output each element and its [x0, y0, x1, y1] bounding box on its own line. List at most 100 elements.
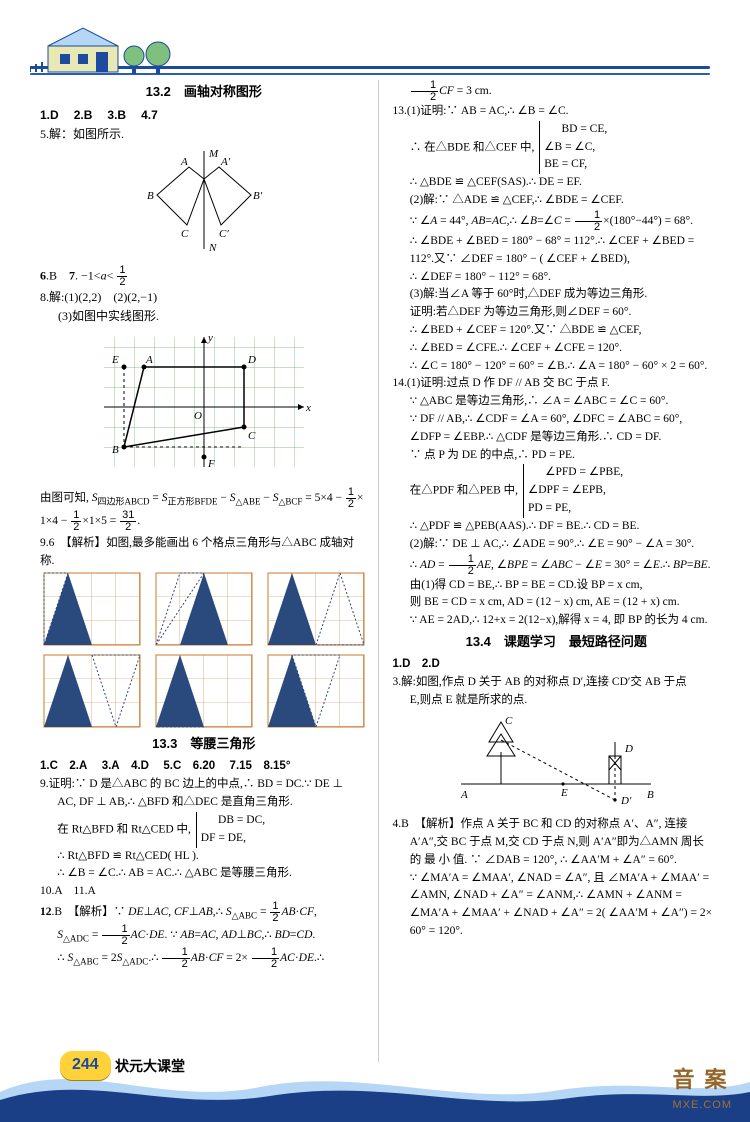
q14-sys: 在△PDF 和△PEB 中, ∠PFD = ∠PBE, ∠DPF = ∠EPB,… [393, 464, 721, 517]
footer-title: 状元大课堂 [115, 1056, 185, 1078]
q9-l4: ∴ Rt△BFD ≌ Rt△CED( HL ). [40, 848, 368, 866]
q13-l8: 证明:若△DEF 为等边三角形,则∠DEF = 60°. [393, 304, 721, 322]
svg-text:A A′ B B′ C C′: A A′ B B′ C C′ [43, 731, 91, 732]
q14-l1: ∵ △ABC 是等边三角形,∴ ∠A = ∠ABC = ∠C = 60°. [393, 393, 721, 411]
svg-text:N: N [208, 242, 217, 254]
svg-text:D′: D′ [620, 795, 632, 807]
q14-l5: ∴ △PDF ≌ △PEB(AAS).∴ DF = BE.∴ CD = BE. [393, 518, 721, 536]
q4-l6: ∠MA′A + ∠MAA′ + ∠NAD + ∠A″ = 2( ∠AA′M + … [393, 905, 721, 923]
q9-l2: AC, DF ⊥ AB,∴ △BFD 和△DEC 是直角三角形. [40, 794, 368, 812]
q14-l4: ∵ 点 P 为 DE 的中点,∴ PD = PE. [393, 447, 721, 465]
content-frame: 13.2 画轴对称图形 1.D 2.B 3.B 4.7 5.解：如图所示. M … [40, 80, 720, 1062]
q12-l2: S△ADC = 12AC·DE. ∵ AB=AC, AD⊥BC,∴ BD=CD. [40, 924, 368, 947]
q13-sys: ∴ 在△BDE 和△CEF 中, BD = CE, ∠B = ∠C, BE = … [393, 121, 721, 174]
header-decoration [30, 18, 710, 86]
q4-l1: 4.B 【解析】作点 A 关于 BC 和 CD 的对称点 A′、A″, 连接 [393, 816, 721, 834]
q8-text1: 由图可知, S四边形ABCD = S正方形BFDE − S△ABE − S△BC… [40, 487, 368, 510]
right-column: 12CF = 3 cm. 13.(1)证明:∵ AB = AC,∴ ∠B = ∠… [393, 80, 721, 1062]
svg-text:B: B [112, 444, 119, 456]
q14-l3: ∠DFP = ∠EBP.∴ △CDF 是等边三角形.∴ CD = DF. [393, 429, 721, 447]
six-triangle-grids: A(C′) B(B′) A′ C (B′)A A′(C) B C′ A A′ B… [40, 572, 368, 732]
tree-icon [487, 722, 515, 784]
svg-text:C: C [181, 228, 189, 240]
svg-text:E: E [111, 354, 119, 366]
svg-text:E: E [560, 787, 568, 799]
q13-l1: ∴ △BDE ≌ △CEF(SAS).∴ DE = EF. [393, 174, 721, 192]
q13-l0: 13.(1)证明:∵ AB = AC,∴ ∠B = ∠C. [393, 103, 721, 121]
svg-text:C: C [248, 430, 256, 442]
svg-text:B′: B′ [253, 190, 263, 202]
svg-text:A: A [180, 156, 188, 168]
q5-label: 5.解：如图所示. [40, 125, 368, 144]
ans: 3.B [107, 108, 126, 122]
q3-l1: 3.解:如图,作点 D 关于 AB 的对称点 D′,连接 CD′交 AB 于点 [393, 674, 721, 692]
svg-text:D: D [624, 743, 633, 755]
q14-l7: ∴ AD = 12AE, ∠BPE = ∠ABC − ∠E = 30° = ∠E… [393, 554, 721, 577]
svg-text:A A′ B(C′) B′ C: A A′ B(C′) B′ C [267, 649, 318, 650]
q4-l4: ∵ ∠MA′A = ∠MAA′, ∠NAD = ∠A″, 且 ∠MA′A + ∠… [393, 870, 721, 888]
house-trees-icon [30, 18, 250, 80]
q9-l3: 在 Rt△BFD 和 Rt△CED 中, DB = DC, DF = DE, [40, 812, 368, 848]
svg-text:O: O [194, 410, 202, 422]
answers-13-3: 1.C 2.A 3.A 4.D 5.C 6.20 7.15 8.15° [40, 758, 368, 776]
q12-l3: ∴ S△ABC = 2S△ADC.∴ 12AB·CF = 2× 12AC·DE.… [40, 947, 368, 970]
q14-l9: 则 BE = CD = x cm, AD = (12 − x) cm, AE =… [393, 594, 721, 612]
svg-text:C′: C′ [219, 228, 229, 240]
section-title-13-4: 13.4 课题学习 最短路径问题 [393, 632, 721, 652]
figure-q8: x y O A D C B E F [40, 327, 368, 483]
q12-l1: 12.B 【解析】∵ DE⊥AC, CF⊥AB,∴ S△ABC = 12AB·C… [40, 901, 368, 924]
q13-l5: 112°.又∵ ∠DEF = 180° − ( ∠CEF + ∠BED), [393, 251, 721, 269]
svg-text:y: y [207, 332, 213, 344]
svg-text:A: A [145, 354, 153, 366]
q3-l2: E,则点 E 就是所求的点. [393, 692, 721, 710]
q14-l10: ∵ AE = 2AD,∴ 12+x = 2(12−x),解得 x = 4, 即 … [393, 612, 721, 630]
svg-text:D: D [247, 354, 256, 366]
q8-b: (3)如图中实线图形. [40, 307, 368, 326]
q10-11: 10.A 11.A [40, 883, 368, 901]
svg-text:F: F [207, 458, 215, 470]
q13-l9: ∴ ∠BED + ∠CEF = 120°.又∵ △BDE ≌ △CEF, [393, 322, 721, 340]
q13-l4: ∴ ∠BDE + ∠BED = 180° − 68° = 112°.∴ ∠CEF… [393, 233, 721, 251]
q13-l2: (2)解:∵ △ADE ≌ △CEF,∴ ∠BDE = ∠CEF. [393, 192, 721, 210]
section-title-13-2: 13.2 画轴对称图形 [40, 82, 368, 102]
svg-text:A′: A′ [220, 156, 231, 168]
q13-l10: ∴ ∠BED = ∠CFE.∴ ∠CEF + ∠CFE = 120°. [393, 340, 721, 358]
svg-text:B: B [147, 190, 154, 202]
watermark: 音 案 MXE.COM [672, 1063, 732, 1114]
q4-l7: 60° = 120°. [393, 923, 721, 941]
q13-l3: ∵ ∠A = 44°, AB=AC,∴ ∠B=∠C = 12×(180°−44°… [393, 210, 721, 233]
q13-l7: (3)解:当∠A 等于 60°时,△DEF 成为等边三角形. [393, 286, 721, 304]
q8-a: 8.解:(1)(2,2) (2)(2,−1) [40, 288, 368, 307]
q14-l6: (2)解:∵ DE ⊥ AC,∴ ∠ADE = 90°.∴ ∠E = 90° −… [393, 536, 721, 554]
figure-13-4-q3: A B C D D′ E [393, 712, 721, 813]
ans: 1.D [40, 108, 59, 122]
q9-l5: ∴ ∠B = ∠C.∴ AB = AC.∴ △ABC 是等腰三角形. [40, 865, 368, 883]
answers-13-2: 1.D 2.B 3.B 4.7 [40, 106, 368, 125]
svg-text:A A′ B B(C′) C: A A′ B B(C′) C [267, 731, 316, 732]
q9-l1: 9.证明:∵ D 是△ABC 的 BC 边上的中点,∴ BD = DC.∵ DE… [40, 776, 368, 794]
q6-7: 6.B 7. −1<a< 12 [40, 265, 368, 288]
svg-text:B: B [647, 789, 654, 801]
figure-q5: M N A B C A′ B′ C′ [40, 145, 368, 261]
q13-l11: ∴ ∠C = 180° − 120° = 60° = ∠B.∴ ∠A = 180… [393, 358, 721, 376]
q14-l2: ∵ DF // AB,∴ ∠CDF = ∠A = 60°, ∠DFC = ∠AB… [393, 411, 721, 429]
r-top: 12CF = 3 cm. [393, 80, 721, 103]
svg-text:C: C [505, 715, 513, 727]
svg-text:A: A [460, 789, 468, 801]
q4-l3: 的 最 小 值. ∵ ∠DAB = 120°, ∴ ∠AA′M + ∠A″ = … [393, 852, 721, 870]
q14-l0: 14.(1)证明:过点 D 作 DF // AB 交 BC 于点 F. [393, 375, 721, 393]
section-title-13-3: 13.3 等腰三角形 [40, 734, 368, 754]
left-column: 13.2 画轴对称图形 1.D 2.B 3.B 4.7 5.解：如图所示. M … [40, 80, 379, 1062]
ans: 4.7 [141, 108, 158, 122]
svg-text:A(C′) B(B′) A′ C: A(C′) B(B′) A′ C [43, 649, 97, 650]
svg-text:M: M [208, 148, 219, 160]
answers-13-4: 1.D 2.D [393, 656, 721, 674]
q8-text2: 1×4 − 12×1×5 = 312. [40, 510, 368, 533]
footer-waves [0, 1052, 750, 1122]
ans: 2.B [74, 108, 93, 122]
page-number-badge: 244 [60, 1051, 111, 1080]
q4-l2: A′A″,交 BC 于点 M,交 CD 于点 N,则 A′A″即为△AMN 周长 [393, 834, 721, 852]
q13-l6: ∴ ∠DEF = 180° − 112° = 68°. [393, 269, 721, 287]
svg-text:x: x [305, 402, 311, 414]
q14-l8: 由(1)得 CD = BE,∴ BP = BE = CD.设 BP = x cm… [393, 577, 721, 595]
